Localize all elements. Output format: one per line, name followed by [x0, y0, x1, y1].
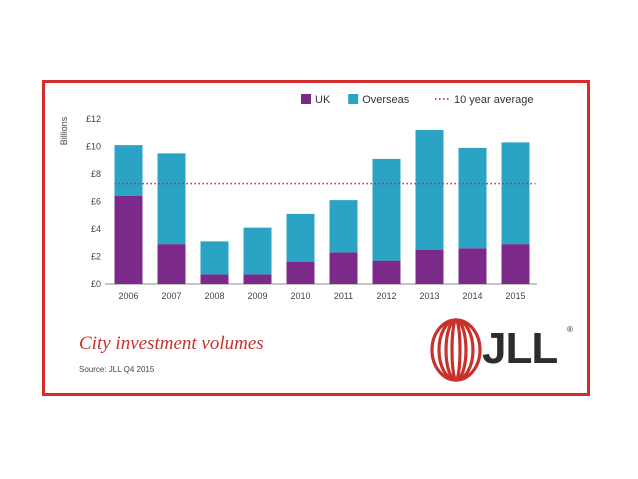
source-note: Source: JLL Q4 2015: [79, 365, 155, 374]
x-tick-label: 2006: [118, 291, 138, 301]
bar-overseas-2009: [243, 227, 272, 275]
y-tick-label: £10: [86, 142, 101, 152]
y-tick-label: £6: [91, 197, 101, 207]
bar-uk-2014: [458, 248, 487, 284]
x-tick-label: 2008: [204, 291, 224, 301]
bar-overseas-2013: [415, 130, 444, 250]
bar-overseas-2010: [286, 213, 315, 262]
x-tick-label: 2007: [161, 291, 181, 301]
bar-overseas-2006: [114, 145, 143, 196]
x-tick-label: 2009: [247, 291, 267, 301]
bar-uk-2008: [200, 274, 229, 284]
y-tick-label: £12: [86, 114, 101, 124]
legend-label-average: 10 year average: [454, 94, 534, 106]
jll-logo: JLL ®: [428, 317, 588, 383]
legend-swatch-uk: [301, 94, 311, 104]
bar-uk-2012: [372, 260, 401, 284]
bar-uk-2007: [157, 244, 186, 284]
bar-uk-2015: [501, 244, 530, 284]
x-tick-label: 2015: [505, 291, 525, 301]
bar-uk-2010: [286, 262, 315, 284]
registered-mark: ®: [567, 325, 573, 334]
x-tick-label: 2011: [334, 291, 353, 301]
x-tick-label: 2014: [462, 291, 482, 301]
stacked-bar-chart: £0 £2 £4 £6 £8 £10 £12 Billions 2006 2007 2008 2009…: [59, 94, 537, 301]
y-tick-label: £8: [91, 169, 101, 179]
legend-label-overseas: Overseas: [362, 94, 410, 106]
y-axis-label: Billions: [59, 116, 69, 145]
chart-frame: £0 £2 £4 £6 £8 £10 £12 Billions 2006 2007 2008 2009…: [42, 80, 590, 396]
bar-uk-2006: [114, 196, 143, 284]
y-tick-label: £0: [91, 279, 101, 289]
jll-emblem-icon: [430, 318, 482, 382]
bar-overseas-2011: [329, 200, 358, 253]
bar-overseas-2015: [501, 142, 530, 245]
x-tick-label: 2013: [419, 291, 439, 301]
bar-overseas-2007: [157, 153, 186, 245]
y-tick-label: £2: [91, 252, 101, 262]
legend-swatch-overseas: [348, 94, 359, 104]
x-tick-label: 2010: [290, 291, 310, 301]
chart-title: City investment volumes: [79, 333, 264, 354]
bar-uk-2011: [329, 252, 358, 284]
bar-overseas-2014: [458, 147, 487, 249]
bar-overseas-2012: [372, 158, 401, 261]
x-tick-label: 2012: [376, 291, 396, 301]
y-tick-label: £4: [91, 224, 101, 234]
bar-uk-2009: [243, 274, 272, 284]
logo-wordmark: JLL: [482, 324, 558, 373]
legend-label-uk: UK: [315, 94, 331, 106]
bar-uk-2013: [415, 249, 444, 284]
bar-overseas-2008: [200, 241, 229, 275]
